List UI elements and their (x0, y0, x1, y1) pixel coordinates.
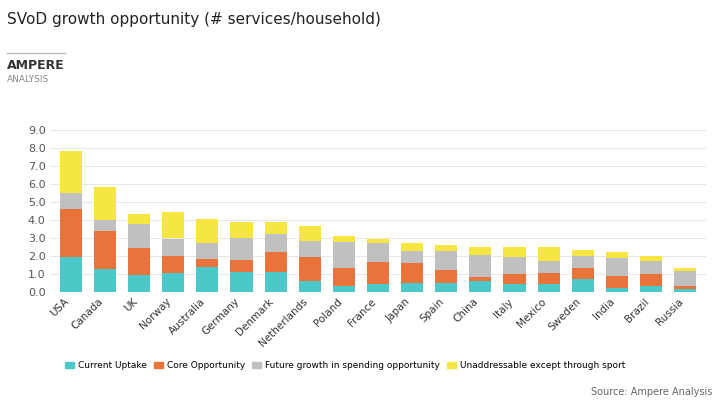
Bar (572, 279, 594, 292)
Bar (538, 273, 559, 284)
Bar (674, 289, 696, 292)
Bar (503, 247, 526, 258)
Bar (538, 284, 559, 292)
Bar (264, 272, 287, 292)
Bar (401, 251, 423, 263)
Bar (264, 234, 287, 252)
Bar (538, 261, 559, 273)
Bar (333, 242, 355, 268)
Legend: Current Uptake, Core Opportunity, Future growth in spending opportunity, Unaddre: Current Uptake, Core Opportunity, Future… (62, 358, 629, 374)
Bar (674, 268, 696, 271)
Bar (128, 248, 150, 275)
Bar (197, 219, 218, 243)
Bar (469, 255, 492, 277)
Bar (538, 247, 559, 261)
Bar (94, 231, 116, 269)
Bar (60, 209, 82, 258)
Bar (367, 239, 389, 243)
Bar (606, 252, 628, 258)
Bar (435, 270, 457, 283)
Bar (333, 286, 355, 292)
Bar (60, 151, 82, 193)
Text: SVoD growth opportunity (# services/household): SVoD growth opportunity (# services/hous… (7, 12, 381, 27)
Bar (128, 275, 150, 292)
Bar (606, 276, 628, 288)
Bar (503, 274, 526, 284)
Bar (606, 258, 628, 276)
Bar (640, 274, 662, 286)
Bar (674, 271, 696, 286)
Bar (230, 272, 253, 292)
Bar (197, 243, 218, 259)
Bar (606, 288, 628, 292)
Bar (299, 258, 321, 281)
Bar (401, 283, 423, 292)
Bar (401, 263, 423, 283)
Bar (230, 260, 253, 272)
Bar (60, 193, 82, 209)
Bar (128, 224, 150, 248)
Bar (333, 268, 355, 286)
Bar (435, 245, 457, 251)
Bar (435, 283, 457, 292)
Bar (469, 247, 492, 255)
Bar (264, 222, 287, 234)
Bar (572, 268, 594, 279)
Bar (60, 258, 82, 292)
Bar (367, 284, 389, 292)
Bar (94, 187, 116, 220)
Bar (299, 281, 321, 292)
Bar (333, 236, 355, 242)
Bar (367, 262, 389, 284)
Bar (367, 243, 389, 262)
Bar (94, 269, 116, 292)
Bar (299, 226, 321, 241)
Bar (435, 251, 457, 270)
Bar (572, 250, 594, 256)
Bar (572, 256, 594, 268)
Bar (162, 212, 184, 239)
Bar (640, 286, 662, 292)
Bar (469, 281, 492, 292)
Bar (230, 238, 253, 260)
Bar (640, 261, 662, 274)
Bar (162, 239, 184, 256)
Bar (640, 256, 662, 261)
Bar (162, 256, 184, 273)
Text: AMPERE: AMPERE (7, 59, 65, 72)
Bar (299, 241, 321, 258)
Bar (503, 284, 526, 292)
Text: ANALYSIS: ANALYSIS (7, 75, 50, 84)
Bar (128, 214, 150, 224)
Bar (162, 273, 184, 292)
Bar (94, 220, 116, 231)
Bar (401, 243, 423, 251)
Bar (469, 277, 492, 281)
Bar (230, 222, 253, 238)
Bar (264, 252, 287, 272)
Bar (197, 259, 218, 267)
Text: Source: Ampere Analysis: Source: Ampere Analysis (591, 387, 713, 397)
Bar (197, 267, 218, 292)
Bar (503, 258, 526, 274)
Bar (674, 286, 696, 289)
